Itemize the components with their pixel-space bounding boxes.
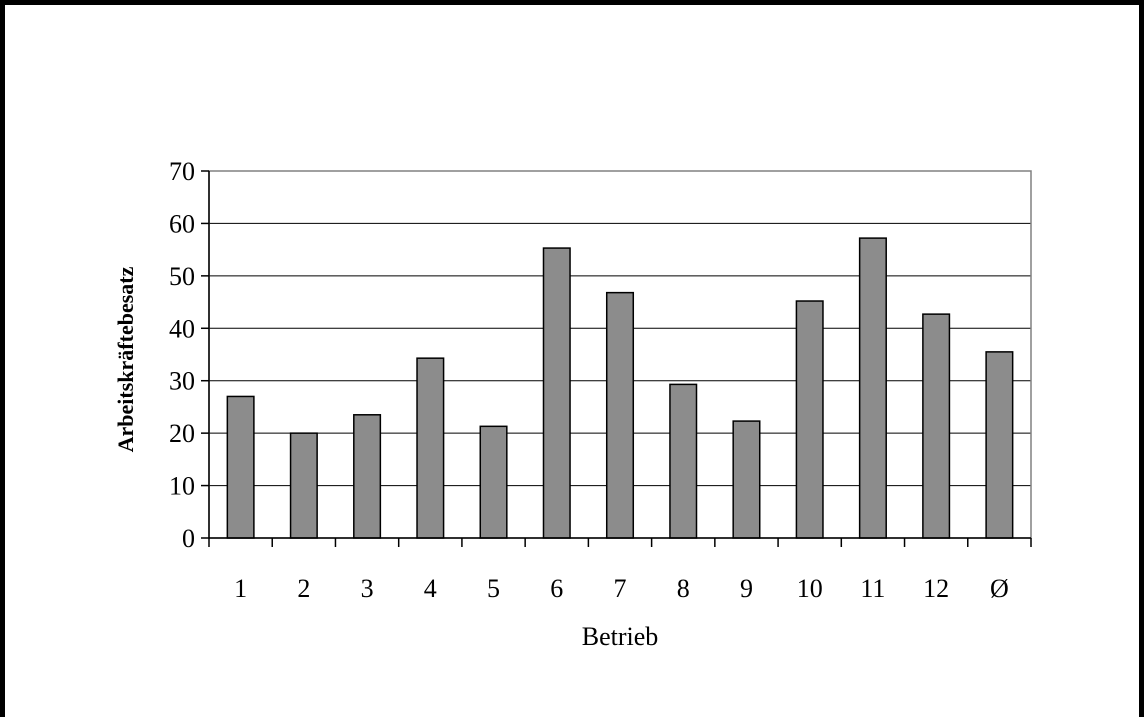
- x-tick-label: 8: [677, 574, 690, 603]
- y-tick-label: 50: [169, 262, 195, 291]
- x-tick-label: 2: [297, 574, 310, 603]
- x-tick-label: Ø: [990, 574, 1009, 603]
- y-tick-label: 20: [169, 419, 195, 448]
- bar-6: [542, 247, 571, 539]
- bars: [226, 237, 1014, 539]
- y-tick-label: 40: [169, 314, 195, 343]
- y-tick-label: 70: [169, 157, 195, 186]
- x-tick-label: 4: [424, 574, 437, 603]
- bar-1: [226, 395, 255, 539]
- y-tick-label: 0: [182, 524, 195, 553]
- x-tick-label: 6: [550, 574, 563, 603]
- y-axis-title: Arbeitskräftebesatz: [113, 266, 138, 452]
- bar-12: [922, 313, 951, 539]
- y-tick-label: 60: [169, 209, 195, 238]
- x-tick-label: 3: [361, 574, 374, 603]
- x-axis-title: Betrieb: [582, 622, 659, 651]
- bar-10: [795, 300, 824, 539]
- x-ticks: 1 2 3 4 5 6 7 8 9 10 11 12 Ø: [208, 538, 1032, 603]
- bar-8: [669, 383, 698, 539]
- y-ticks: 0 10 20 30 40 50 60 70: [169, 157, 209, 553]
- bar-3: [353, 414, 382, 539]
- bar-9: [732, 420, 761, 539]
- y-tick-label: 10: [169, 472, 195, 501]
- axes: [208, 171, 1031, 539]
- x-tick-label: 5: [487, 574, 500, 603]
- x-tick-label: 9: [740, 574, 753, 603]
- x-tick-label: 1: [234, 574, 247, 603]
- x-tick-label: 10: [797, 574, 823, 603]
- bar-7: [605, 291, 635, 539]
- bar-4: [416, 357, 445, 539]
- bar-11: [858, 237, 887, 539]
- x-tick-label: 12: [923, 574, 949, 603]
- bar-2: [289, 432, 318, 539]
- bar-Ø: [985, 351, 1014, 539]
- bar-5: [479, 425, 508, 539]
- y-tick-label: 30: [169, 367, 195, 396]
- x-tick-label: 11: [860, 574, 885, 603]
- x-tick-label: 7: [614, 574, 627, 603]
